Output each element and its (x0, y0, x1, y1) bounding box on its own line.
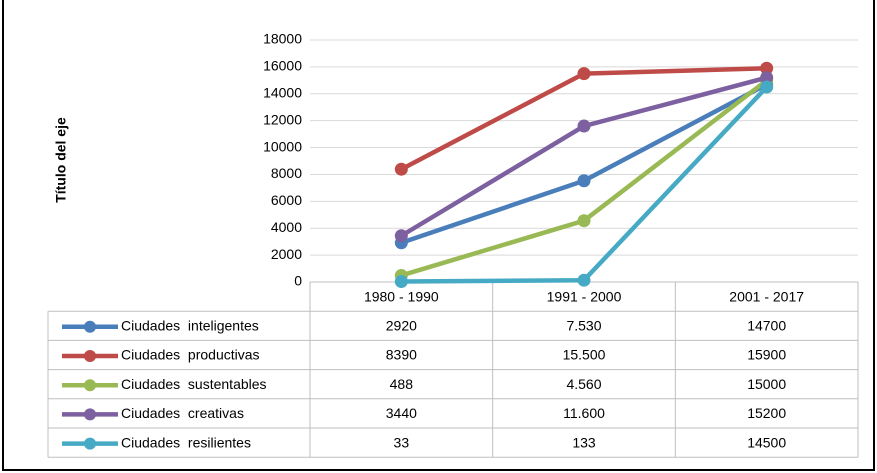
y-tick-label: 2000 (271, 246, 302, 262)
series-marker (577, 119, 591, 133)
y-tick-label: 6000 (271, 192, 302, 208)
table-cell: 2920 (386, 318, 417, 334)
x-tick-label: 1980 - 1990 (364, 288, 439, 304)
y-tick-label: 16000 (263, 58, 302, 74)
legend-label: Ciudades sustentables (121, 376, 267, 392)
series-marker (577, 174, 591, 188)
y-tick-label: 14000 (263, 84, 302, 100)
series-marker (394, 229, 408, 243)
legend-label: Ciudades creativas (121, 405, 244, 421)
y-tick-label: 18000 (263, 31, 302, 47)
table-cell: 4.560 (566, 376, 601, 392)
legend-marker (84, 350, 96, 362)
series-marker (577, 67, 591, 81)
table-cell: 15000 (747, 376, 786, 392)
table-cell: 7.530 (566, 318, 601, 334)
table-cell: 133 (572, 434, 596, 450)
legend-marker (84, 379, 96, 392)
table-cell: 488 (390, 376, 414, 392)
y-tick-label: 12000 (263, 111, 302, 127)
table-cell: 33 (394, 434, 410, 450)
y-tick-label: 10000 (263, 138, 302, 154)
x-tick-label: 1991 - 2000 (547, 288, 622, 304)
y-tick-label: 4000 (271, 219, 302, 235)
series-marker (394, 162, 408, 176)
y-axis-title: Título del eje (53, 117, 69, 203)
legend-label: Ciudades resilientes (121, 434, 251, 450)
table-cell: 14500 (747, 434, 786, 450)
table-cell: 3440 (386, 405, 417, 421)
y-tick-label: 8000 (271, 165, 302, 181)
series-marker (760, 80, 774, 94)
table-cell: 11.600 (563, 405, 605, 421)
series-marker (577, 214, 591, 228)
table-cell: 14700 (747, 318, 786, 334)
table-cell: 8390 (386, 347, 417, 363)
y-tick-label: 0 (294, 273, 302, 289)
series-marker (394, 275, 408, 289)
series-marker (760, 61, 774, 75)
legend-label: Ciudades inteligentes (121, 318, 259, 334)
table-cell: 15900 (747, 347, 786, 363)
table-cell: 15200 (747, 405, 786, 421)
x-tick-label: 2001 - 2017 (729, 288, 804, 304)
series-marker (760, 71, 774, 85)
table-cell: 15.500 (563, 347, 606, 363)
legend-label: Ciudades productivas (121, 347, 260, 363)
legend-marker (84, 320, 96, 333)
series-marker (577, 273, 591, 287)
legend-marker (84, 437, 96, 450)
legend-marker (84, 408, 96, 421)
